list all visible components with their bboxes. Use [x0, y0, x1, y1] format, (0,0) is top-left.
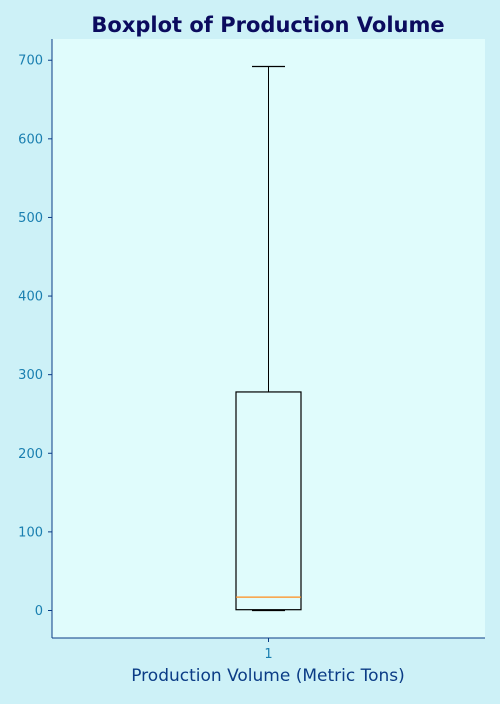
y-tick-label: 200	[18, 447, 43, 462]
box-series	[235, 65, 302, 612]
y-tick-label: 0	[35, 604, 43, 619]
x-tick-label: 1	[264, 647, 272, 662]
y-tick-label: 100	[18, 525, 43, 540]
y-tick-label: 700	[18, 54, 43, 69]
x-axis: 1	[52, 637, 485, 662]
y-tick-label: 500	[18, 211, 43, 226]
y-tick-label: 400	[18, 290, 43, 305]
y-tick-label: 300	[18, 368, 43, 383]
y-tick-label: 600	[18, 132, 43, 147]
box-item	[235, 65, 302, 612]
iqr-box	[235, 391, 302, 611]
y-axis: 0 100 200 300 400 500 600 700	[18, 39, 53, 638]
x-axis-label: Production Volume (Metric Tons)	[131, 666, 405, 686]
chart-title: Boxplot of Production Volume	[91, 13, 444, 37]
